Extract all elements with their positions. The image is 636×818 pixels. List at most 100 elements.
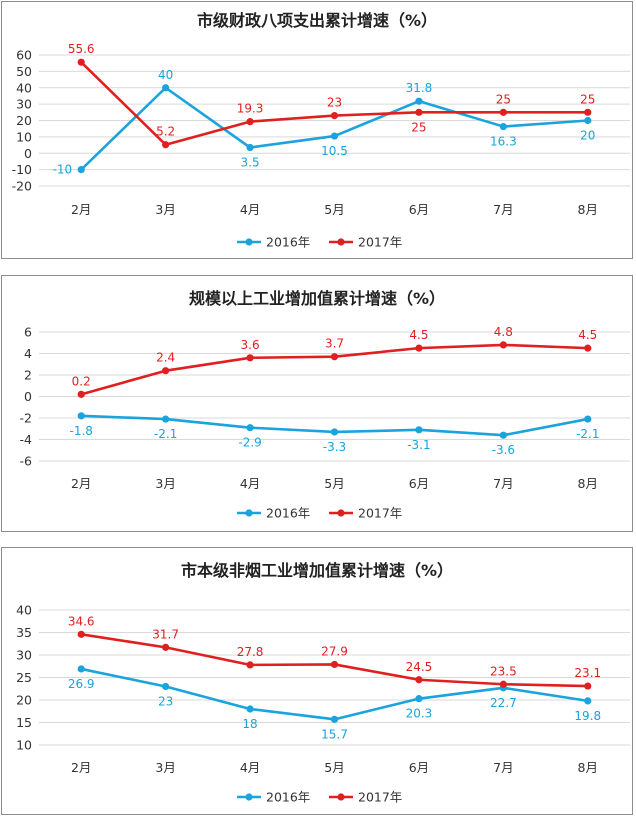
data-point: [330, 132, 339, 140]
y-tick-label: 35: [16, 625, 32, 640]
y-tick-label: 10: [16, 738, 32, 753]
y-tick-label: 15: [16, 715, 32, 730]
data-point: [584, 116, 592, 125]
x-tick-label: 3月: [155, 202, 175, 217]
data-point: [330, 353, 339, 361]
x-tick-label: 4月: [240, 760, 260, 775]
x-tick-label: 5月: [324, 476, 344, 491]
x-tick-label: 5月: [324, 760, 344, 775]
legend-label: 2017年: [358, 506, 402, 521]
data-label: 15.7: [321, 727, 348, 741]
data-point: [415, 676, 423, 684]
y-tick-label: -2: [20, 411, 32, 426]
data-label: 23: [327, 96, 342, 110]
x-tick-label: 6月: [409, 760, 429, 775]
chart-panel-industrial: 规模以上工业增加值累计增速（%） -6 -4 -2 0 2 4 6 2月 3月 4月 5月 6月 7月 8月…: [1, 275, 633, 532]
legend-marker: [337, 793, 345, 801]
y-tick-label: -20: [12, 179, 32, 194]
data-point: [162, 682, 170, 691]
x-tick-label: 2月: [71, 202, 91, 217]
y-tick-label: -6: [20, 454, 33, 469]
legend-label: 2016年: [266, 506, 310, 521]
data-point: [415, 426, 423, 434]
legend-marker: [245, 238, 253, 246]
data-label: 40: [158, 68, 173, 82]
x-tick-label: 6月: [409, 476, 429, 491]
data-point: [77, 630, 85, 638]
y-tick-label: 25: [16, 670, 32, 685]
chart-title: 规模以上工业增加值累计增速（%）: [189, 289, 445, 308]
legend-label: 2017年: [358, 790, 402, 805]
data-label: 27.9: [321, 644, 348, 658]
chart-title: 市本级非烟工业增加值累计增速（%）: [181, 561, 453, 580]
legend-label: 2016年: [266, 235, 310, 250]
data-label: 31.8: [406, 81, 433, 95]
legend-label: 2017年: [358, 235, 402, 250]
data-point: [330, 111, 339, 120]
data-label: 22.7: [490, 696, 517, 710]
data-label: 16.3: [490, 135, 517, 149]
data-label: 19.3: [237, 102, 264, 116]
data-label: 3.7: [325, 337, 344, 351]
data-label: 23: [158, 695, 173, 709]
y-tick-label: 50: [16, 64, 32, 79]
x-tick-label: 8月: [578, 476, 598, 491]
legend-label: 2016年: [266, 790, 310, 805]
y-tick-label: 0: [24, 389, 32, 404]
data-point: [330, 715, 339, 723]
data-label: -3.6: [492, 443, 515, 457]
data-point: [415, 344, 423, 352]
data-point: [415, 97, 423, 105]
data-label: 24.5: [406, 660, 433, 674]
data-point: [246, 424, 254, 432]
data-point: [330, 660, 339, 669]
y-tick-label: 30: [16, 648, 32, 663]
data-point: [246, 118, 254, 126]
legend-marker: [337, 238, 345, 246]
y-tick-label: 30: [16, 97, 32, 112]
data-point: [330, 428, 339, 436]
x-tick-label: 4月: [240, 202, 260, 217]
chart-industrial-value: 规模以上工业增加值累计增速（%） -6 -4 -2 0 2 4 6 2月 3月 4月 5月 6月 7月 8月…: [20, 289, 630, 521]
x-tick-label: 3月: [155, 476, 175, 491]
data-label: 3.6: [241, 338, 260, 352]
y-tick-label: 2: [24, 368, 32, 383]
y-tick-label: 60: [16, 48, 32, 63]
data-label: 0.2: [72, 374, 91, 388]
data-label: 18: [242, 717, 257, 731]
data-label: -1.8: [70, 424, 93, 438]
data-label: 2.4: [156, 351, 175, 365]
data-label: 25: [496, 92, 511, 106]
data-label: -2.1: [154, 427, 177, 441]
y-tick-label: 40: [16, 603, 32, 618]
data-label: -3.1: [407, 438, 430, 452]
data-point: [499, 122, 507, 131]
data-point: [415, 108, 423, 116]
data-label: 23.1: [574, 666, 601, 680]
data-point: [246, 354, 254, 362]
data-label: 25: [580, 92, 595, 106]
y-tick-label: 10: [16, 129, 32, 144]
data-label: 19.8: [574, 709, 601, 723]
data-point: [584, 682, 592, 690]
chart-panel-non-tobacco: 市本级非烟工业增加值累计增速（%） 10 15 20 25 30 35 40 2月 3月 4月 5月 6…: [1, 547, 633, 815]
chart-non-tobacco-value: 市本级非烟工业增加值累计增速（%） 10 15 20 25 30 35 40 2月 3月 4月 5月 6…: [16, 561, 630, 805]
chart-title: 市级财政八项支出累计增速（%）: [197, 11, 437, 30]
y-tick-label: 0: [24, 146, 32, 161]
x-tick-label: 7月: [493, 476, 513, 491]
data-label: 4.8: [494, 325, 513, 339]
x-tick-label: 6月: [409, 202, 429, 217]
data-point: [499, 431, 507, 439]
data-label: 26.9: [68, 677, 95, 691]
data-point: [584, 108, 592, 116]
data-point: [584, 344, 592, 352]
chart-panel-fiscal: 市级财政八项支出累计增速（%） -20 -10 0 10 20 30 40 50 60 2月 3月 4月…: [1, 1, 633, 259]
x-tick-label: 8月: [578, 760, 598, 775]
data-point: [162, 84, 170, 92]
data-label: 10.5: [321, 144, 348, 158]
data-label: 25: [411, 120, 426, 134]
data-point: [584, 697, 592, 705]
x-tick-label: 2月: [71, 760, 91, 775]
y-tick-label: -10: [12, 162, 32, 177]
